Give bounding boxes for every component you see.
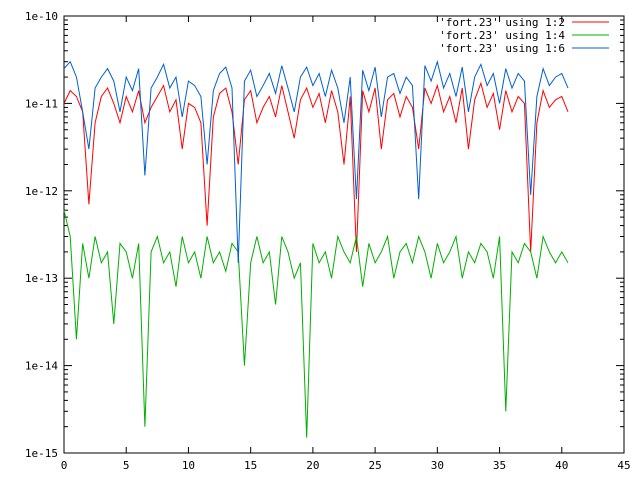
y-tick-label: 1e-14 [25, 360, 58, 373]
x-tick-label: 20 [306, 459, 319, 472]
x-tick-label: 5 [123, 459, 130, 472]
series-layer [63, 59, 569, 438]
series-line-2 [63, 210, 569, 438]
legend: 'fort.23' using 1:2'fort.23' using 1:4'f… [439, 16, 609, 55]
legend-label-1: 'fort.23' using 1:2 [439, 16, 565, 29]
y-tick-label: 1e-15 [25, 447, 58, 460]
y-tick-label: 1e-10 [25, 10, 58, 23]
y-tick-label: 1e-13 [25, 272, 58, 285]
x-tick-label: 25 [368, 459, 381, 472]
x-axis: 0 5 10 15 20 25 30 35 40 45 [61, 16, 631, 472]
legend-label-2: 'fort.23' using 1:4 [439, 29, 565, 42]
series-line-1 [63, 81, 569, 252]
y-axis: 1e-15 1e-14 1e-13 1e-12 1e-11 1e-10 [25, 10, 624, 460]
x-tick-label: 35 [493, 459, 506, 472]
x-tick-label: 45 [617, 459, 630, 472]
x-tick-label: 15 [244, 459, 257, 472]
x-tick-label: 30 [431, 459, 444, 472]
plot-frame [63, 15, 625, 454]
legend-label-3: 'fort.23' using 1:6 [439, 42, 565, 55]
series-line-3 [63, 59, 569, 263]
y-tick-label: 1e-12 [25, 185, 58, 198]
x-tick-label: 40 [555, 459, 568, 472]
x-tick-label: 10 [182, 459, 195, 472]
x-tick-label: 0 [61, 459, 68, 472]
y-tick-label: 1e-11 [25, 97, 58, 110]
